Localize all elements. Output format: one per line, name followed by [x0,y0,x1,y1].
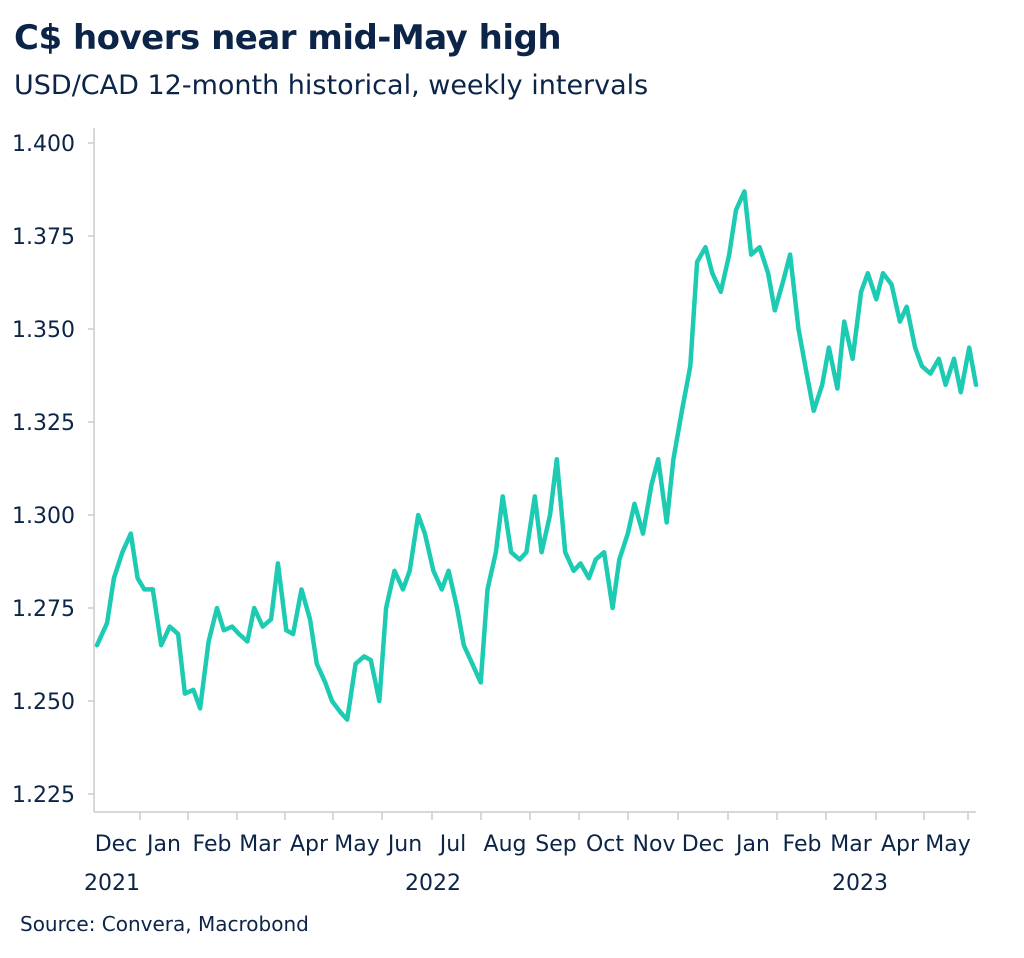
series-line-usdcad [94,189,979,722]
x-tick-label: Mar [239,832,281,857]
x-tick-label: Oct [586,832,624,857]
x-tick-label: Aug [484,832,527,857]
y-tick-label: 1.400 [12,132,75,157]
year-label: 2022 [405,871,461,896]
x-tick-label: Apr [881,832,920,857]
year-labels: 2021 2022 2023 [84,871,888,896]
x-tick-label: Mar [830,832,872,857]
y-tick-label: 1.275 [12,597,75,622]
y-tick-label: 1.250 [12,690,75,715]
x-tick-label: Nov [633,832,676,857]
y-tick-label: 1.375 [12,225,75,250]
y-tick-label: 1.350 [12,318,75,343]
y-tick-label: 1.325 [12,411,75,436]
x-tick-label: Apr [290,832,329,857]
y-tick-labels: 1.400 1.375 1.350 1.325 1.300 1.275 1.250 1.225 [12,132,75,808]
year-label: 2023 [832,871,888,896]
x-tick-label: Feb [783,832,822,857]
x-tick-label: Jun [386,832,422,857]
x-tick-label: Jul [438,832,467,857]
chart-subtitle: USD/CAD 12-month historical, weekly inte… [14,70,649,101]
source-note: Source: Convera, Macrobond [20,912,309,936]
chart-title: C$ hovers near mid-May high [14,18,562,58]
y-tick-label: 1.300 [12,504,75,529]
year-label: 2021 [84,871,140,896]
x-tick-label: Sep [535,832,576,857]
y-tick-label: 1.225 [12,783,75,808]
x-tick-label: May [334,832,379,857]
series-lines [94,189,979,722]
x-tick-label: Jan [734,832,770,857]
x-tick-label: Feb [193,832,232,857]
x-tick-label: Dec [682,832,725,857]
x-tick-labels: Dec Jan Feb Mar Apr May Jun Jul Aug Sep Oct Nov Dec J… [95,832,971,857]
x-tick-label: Dec [95,832,138,857]
x-tick-label: May [925,832,970,857]
x-tick-label: Jan [145,832,181,857]
axes [88,128,976,820]
